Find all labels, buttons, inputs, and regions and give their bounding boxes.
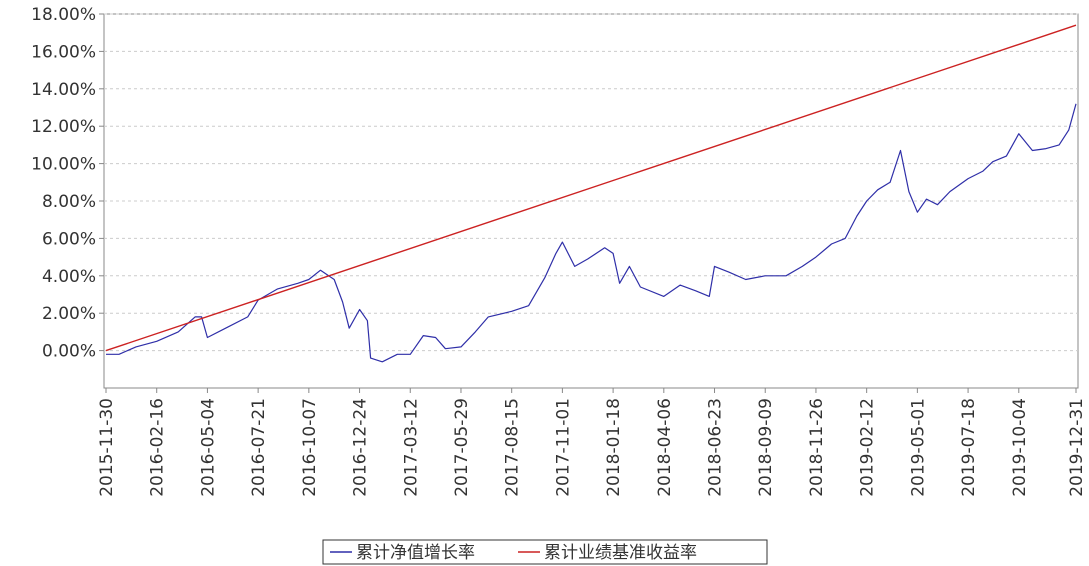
y-tick-label: 14.00% [31,80,96,100]
y-tick-label: 2.00% [42,304,96,324]
x-tick-label: 2016-02-16 [148,398,168,497]
x-axis: 2015-11-30 2016-02-16 2016-05-04 2016-07-21… [97,388,1087,497]
y-tick-label: 12.00% [31,117,96,137]
y-tick-label: 18.00% [31,5,96,25]
legend-label-nav: 累计净值增长率 [356,543,475,563]
y-tick-label: 10.00% [31,155,96,175]
legend-box [322,539,768,565]
y-tick-label: 4.00% [42,267,96,287]
y-tick-label: 16.00% [31,42,96,62]
x-tick-label: 2018-04-06 [655,398,675,497]
x-tick-label: 2019-02-12 [858,398,878,497]
x-tick-label: 2017-05-29 [452,398,472,497]
y-tick-label: 0.00% [42,342,96,362]
x-tick-label: 2016-05-04 [198,398,218,497]
x-tick-label: 2017-03-12 [401,398,421,497]
x-tick-label: 2018-09-09 [756,398,776,497]
x-tick-label: 2018-06-23 [706,398,726,497]
x-tick-label: 2017-11-01 [553,398,573,497]
x-tick-label: 2017-08-15 [503,398,523,497]
y-tick-label: 8.00% [42,192,96,212]
x-tick-label: 2019-10-04 [1010,398,1030,497]
x-tick-label: 2018-01-18 [604,398,624,497]
x-tick-label: 2016-07-21 [249,398,269,497]
x-tick-label: 2015-11-30 [97,398,117,497]
legend: 累计净值增长率 累计业绩基准收益率 [322,539,768,565]
legend-label-benchmark: 累计业绩基准收益率 [544,543,697,563]
x-tick-label: 2016-12-24 [351,398,371,497]
x-tick-label: 2019-12-31 [1067,398,1087,497]
x-tick-label: 2016-10-07 [300,398,320,497]
x-tick-label: 2019-05-01 [908,398,928,497]
series-line-nav [106,103,1077,363]
x-tick-label: 2018-11-26 [807,398,827,497]
y-axis: 0.00% 2.00% 4.00% 6.00% 8.00% 10.00% 12.00% 14.… [31,5,104,362]
gridlines [104,13,1078,352]
y-tick-label: 6.00% [42,229,96,249]
series-lines [105,24,1077,363]
series-line-benchmark [105,24,1077,352]
x-tick-label: 2019-07-18 [959,398,979,497]
